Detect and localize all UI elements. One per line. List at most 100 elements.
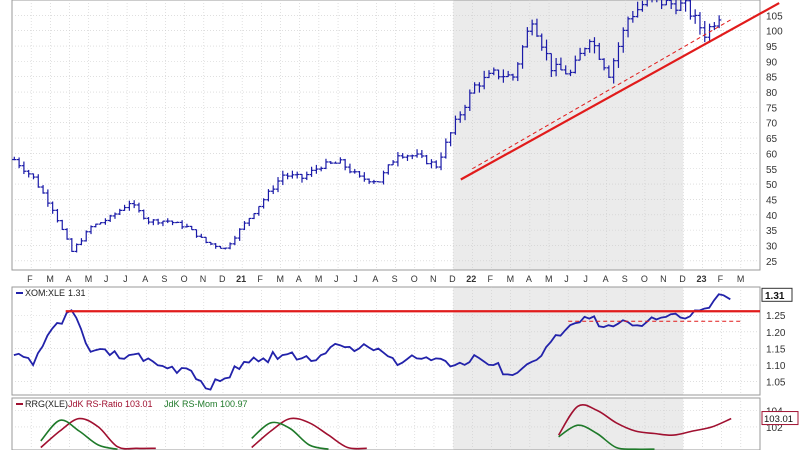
x-axis-month-label: M bbox=[315, 274, 323, 284]
price-bar bbox=[645, 0, 648, 7]
price-bar bbox=[668, 0, 674, 10]
price-bar bbox=[146, 217, 151, 225]
price-bar bbox=[486, 70, 492, 79]
rrg-rs-ratio-line bbox=[40, 417, 156, 450]
price-bar bbox=[256, 205, 262, 216]
price-bar bbox=[74, 243, 79, 253]
price-y-tick-label: 60 bbox=[766, 149, 778, 160]
price-bar bbox=[515, 62, 520, 82]
x-axis-month-label: N bbox=[200, 274, 207, 284]
x-axis-month-label: N bbox=[430, 274, 437, 284]
price-y-tick-label: 95 bbox=[766, 42, 778, 53]
ratio-reference-lines bbox=[65, 310, 760, 322]
price-bar bbox=[107, 214, 113, 222]
price-axis: 25 30 35 40 45 50 55 60 65 70 75 80 85 90 95 100 105 bbox=[12, 11, 783, 268]
price-bar bbox=[338, 157, 343, 164]
price-bar bbox=[611, 58, 616, 84]
price-bar bbox=[390, 160, 396, 166]
price-bar bbox=[247, 217, 252, 227]
x-axis-month-label: S bbox=[622, 274, 628, 284]
x-axis-month-label: M bbox=[507, 274, 514, 284]
price-bar bbox=[424, 154, 429, 165]
price-bar bbox=[661, 0, 664, 10]
x-axis-month-label: 21 bbox=[236, 274, 246, 284]
price-bar bbox=[448, 132, 453, 147]
price-bar bbox=[16, 157, 22, 169]
price-bar bbox=[314, 164, 319, 174]
x-axis-month-label: S bbox=[161, 274, 167, 284]
price-bar bbox=[625, 16, 631, 38]
price-bar bbox=[26, 169, 31, 178]
price-bar bbox=[328, 161, 333, 165]
price-bar bbox=[299, 173, 305, 183]
price-bar bbox=[160, 220, 166, 227]
price-bar bbox=[688, 0, 693, 20]
price-bar bbox=[362, 172, 367, 182]
x-axis-month-label: M bbox=[85, 274, 93, 284]
price-bar bbox=[165, 218, 170, 224]
price-bar bbox=[194, 229, 199, 238]
x-axis-month-label: A bbox=[526, 274, 532, 284]
price-bar bbox=[568, 69, 573, 77]
x-axis-month-label: M bbox=[277, 274, 285, 284]
price-bar bbox=[410, 154, 415, 160]
ratio-current-value-text: 1.31 bbox=[765, 291, 785, 302]
price-bar bbox=[707, 23, 712, 43]
price-bar bbox=[525, 27, 530, 48]
x-axis-month-label: 22 bbox=[466, 274, 476, 284]
price-bar bbox=[60, 219, 65, 231]
price-bar bbox=[280, 170, 286, 186]
price-bar bbox=[395, 152, 401, 167]
rrg-rs-ratio-line bbox=[251, 417, 367, 450]
x-axis-month-label: A bbox=[66, 274, 72, 284]
price-bar bbox=[587, 39, 592, 53]
x-axis-month-label: D bbox=[679, 274, 686, 284]
rrg-y-tick-label: 102 bbox=[766, 423, 783, 434]
price-bar bbox=[208, 241, 214, 246]
ratio-legend: XOM:XLE 1.31 bbox=[16, 288, 86, 298]
price-bar bbox=[405, 154, 410, 161]
x-axis-month-label: O bbox=[641, 274, 648, 284]
price-bar bbox=[50, 201, 55, 214]
price-bar bbox=[520, 45, 525, 69]
x-axis-month-label: F bbox=[257, 274, 263, 284]
price-trendline-solid bbox=[460, 2, 780, 181]
x-axis-month-label: M bbox=[737, 274, 745, 284]
price-bar bbox=[342, 158, 348, 171]
x-axis-month-label: A bbox=[296, 274, 302, 284]
price-bar bbox=[318, 166, 324, 172]
price-bar bbox=[651, 0, 653, 3]
price-y-tick-label: 25 bbox=[766, 257, 778, 268]
price-bar bbox=[510, 73, 516, 81]
x-axis-month-label: M bbox=[545, 274, 553, 284]
price-bar bbox=[491, 67, 496, 76]
price-bar bbox=[429, 159, 434, 169]
x-axis-month-label: F bbox=[718, 274, 724, 284]
rrg-legend-name: RRG(XLE) bbox=[25, 399, 68, 409]
price-bar bbox=[458, 111, 463, 123]
ratio-y-tick-label: 1.10 bbox=[766, 361, 786, 372]
price-bar bbox=[443, 138, 449, 159]
price-bar bbox=[357, 170, 362, 178]
price-bar bbox=[12, 156, 17, 161]
rrg-rs-mom-line bbox=[251, 421, 329, 450]
price-bar bbox=[98, 222, 103, 225]
price-bar bbox=[218, 245, 223, 249]
price-bar bbox=[529, 19, 535, 36]
price-bar bbox=[592, 37, 597, 54]
price-bar bbox=[55, 208, 60, 223]
rrg-year-shade bbox=[453, 398, 684, 450]
x-axis-month-label: O bbox=[411, 274, 418, 284]
price-bar bbox=[621, 27, 626, 53]
price-bar bbox=[573, 55, 578, 74]
x-axis-month-label: F bbox=[27, 274, 33, 284]
price-bar bbox=[683, 0, 688, 12]
x-axis-month-label: O bbox=[181, 274, 188, 284]
ratio-legend-name: XOM:XLE bbox=[25, 288, 65, 298]
price-y-tick-label: 40 bbox=[766, 211, 778, 222]
x-axis-month-label: A bbox=[372, 274, 378, 284]
price-y-tick-label: 105 bbox=[766, 11, 783, 22]
price-bar bbox=[285, 172, 290, 180]
price-trendline-dashed bbox=[472, 17, 734, 170]
